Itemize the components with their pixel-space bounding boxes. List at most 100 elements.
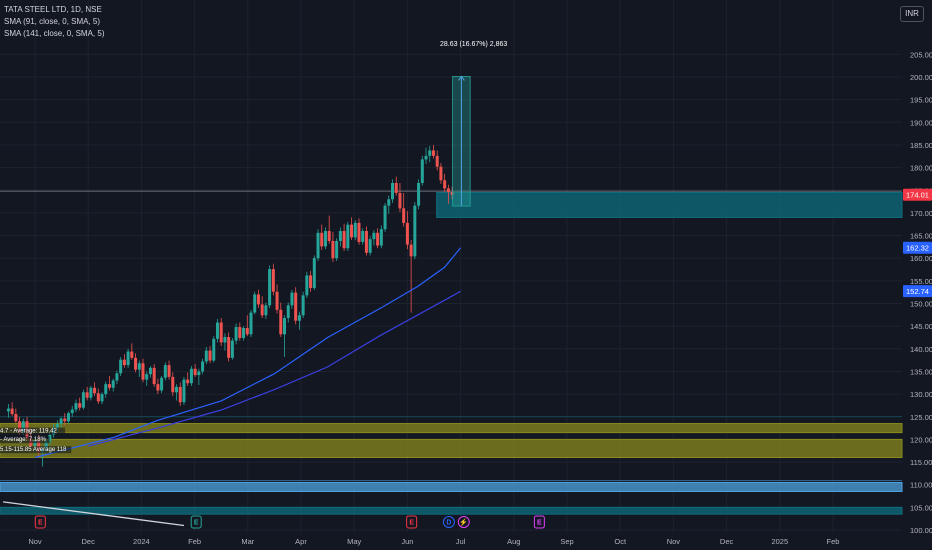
zone-label: 4.7 - Average: 119.42 <box>0 429 57 435</box>
candle-body <box>301 295 305 316</box>
candle-body <box>361 231 365 242</box>
event-markers[interactable]: E E E D ⚡ E <box>34 515 545 529</box>
zone-label: - Average: 7.18% <box>0 437 47 443</box>
time-tick-label: 2024 <box>133 537 150 546</box>
candle-body <box>331 240 335 259</box>
time-tick-label: Jul <box>456 537 466 546</box>
candle-body <box>353 222 357 238</box>
candle-body <box>342 231 346 249</box>
candle-body <box>44 441 48 450</box>
time-tick-label: Mar <box>241 537 254 546</box>
candle-body <box>234 327 238 341</box>
event-marker <box>457 516 470 528</box>
event-marker <box>34 515 46 529</box>
price-tick-label: 180.00 <box>910 164 932 173</box>
candle-body <box>63 418 67 422</box>
candle-body <box>312 258 316 289</box>
candle-body <box>275 291 279 310</box>
candle-body <box>219 322 223 343</box>
downtrend-line <box>2 501 185 527</box>
time-tick-label: Dec <box>82 537 96 546</box>
candle-body <box>122 359 126 366</box>
symbol-title[interactable]: TATA STEEL LTD, 1D, NSE <box>4 5 102 14</box>
trend-line <box>2 501 185 527</box>
candle-body <box>189 368 193 384</box>
candle-body <box>368 239 372 253</box>
price-badge <box>903 241 932 254</box>
candle-body <box>152 367 156 385</box>
candle-body <box>297 315 301 321</box>
candle-body <box>171 376 175 393</box>
candle-body <box>428 150 432 156</box>
price-zone <box>436 192 903 218</box>
candle-body <box>372 232 376 240</box>
candle-body <box>197 371 201 376</box>
price-zone <box>0 506 903 515</box>
currency-button[interactable]: INR <box>900 6 924 22</box>
time-axis[interactable]: Nov Dec 2024 Feb Mar Apr May Jun Jul Aug Sep Oct Nov… <box>28 537 839 546</box>
sma-141-line <box>88 290 461 447</box>
candle-body <box>130 351 134 358</box>
candle-body <box>346 224 350 249</box>
candle-body <box>137 363 141 370</box>
candle-body <box>253 294 257 313</box>
price-tick-label: 140.00 <box>910 345 932 354</box>
candlestick-series <box>6 144 454 467</box>
candle-body <box>74 403 78 410</box>
candle-body <box>21 421 25 433</box>
price-tick-label: 165.00 <box>910 232 932 241</box>
price-tick-label: 160.00 <box>910 254 932 263</box>
zone-label: 5.15-115.85 Average 118 <box>0 447 67 453</box>
candle-body <box>383 205 387 230</box>
sma-91-legend[interactable]: SMA (91, close, 0, SMA, 5) <box>4 17 101 26</box>
measure-arrow-head <box>457 75 465 81</box>
candle-body <box>316 232 320 259</box>
candle-body <box>89 387 93 398</box>
sma-91-line <box>34 247 462 459</box>
candle-body <box>18 421 22 433</box>
candle-body <box>78 403 82 408</box>
time-tick-label: Feb <box>188 537 201 546</box>
candle-body <box>402 208 406 223</box>
price-range-measure[interactable] <box>452 75 471 207</box>
event-marker <box>533 515 545 529</box>
price-tick-label: 105.00 <box>910 503 932 512</box>
candle-body <box>148 367 152 375</box>
event-marker-label: E <box>409 520 414 527</box>
candle-body <box>107 384 111 388</box>
price-tick-label: 110.00 <box>910 481 932 490</box>
candle-body <box>182 379 186 403</box>
candle-body <box>67 413 71 422</box>
candle-body <box>450 192 454 195</box>
candle-body <box>256 294 260 305</box>
candle-body <box>14 414 18 422</box>
moving-average-lines <box>34 247 462 459</box>
candle-body <box>283 317 287 335</box>
event-marker-label: E <box>537 520 542 527</box>
price-tick-label: 115.00 <box>910 458 932 467</box>
candle-body <box>70 409 74 414</box>
candle-body <box>6 408 10 412</box>
candle-body <box>327 231 331 241</box>
sma-141-legend[interactable]: SMA (141, close, 0, SMA, 5) <box>4 29 105 38</box>
candle-body <box>387 199 391 206</box>
measure-label: 28.63 (16.67%) 2,863 <box>440 41 508 48</box>
candle-body <box>338 231 342 241</box>
candle-body <box>81 392 85 408</box>
candle-body <box>145 374 149 380</box>
price-tick-label: 205.00 <box>910 50 932 59</box>
price-tick-label: 145.00 <box>910 322 932 331</box>
time-tick-label: 2025 <box>771 537 788 546</box>
price-tick-label: 135.00 <box>910 367 932 376</box>
candle-body <box>364 231 368 253</box>
candle-body <box>268 269 272 306</box>
candle-body <box>379 229 383 246</box>
candle-body <box>193 368 197 376</box>
zone-label-bg <box>0 446 72 454</box>
candle-body <box>413 205 417 257</box>
event-marker-label: E <box>194 520 199 527</box>
candle-body <box>245 327 249 335</box>
candle-body <box>96 393 100 402</box>
candle-body <box>104 384 108 395</box>
